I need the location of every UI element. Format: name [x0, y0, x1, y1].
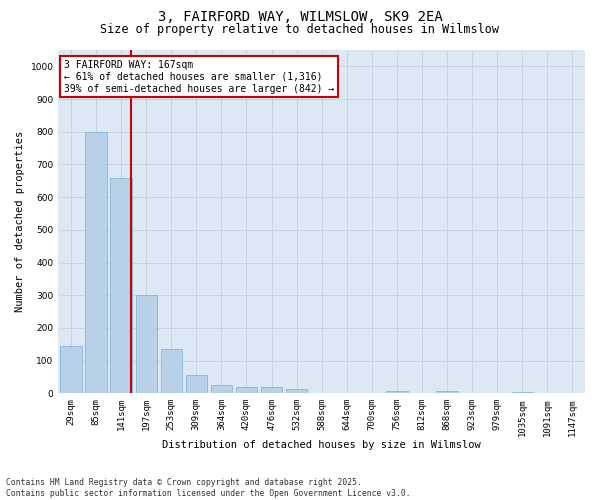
Bar: [185, 376, 207, 394]
Y-axis label: Number of detached properties: Number of detached properties: [15, 131, 25, 312]
Bar: [60, 346, 82, 394]
Bar: [110, 178, 132, 394]
Bar: [136, 295, 157, 394]
Bar: [386, 390, 407, 394]
Bar: [261, 388, 282, 394]
Text: Size of property relative to detached houses in Wilmslow: Size of property relative to detached ho…: [101, 22, 499, 36]
Text: Contains HM Land Registry data © Crown copyright and database right 2025.
Contai: Contains HM Land Registry data © Crown c…: [6, 478, 410, 498]
Bar: [286, 389, 307, 394]
Bar: [311, 392, 332, 394]
Bar: [161, 349, 182, 394]
X-axis label: Distribution of detached houses by size in Wilmslow: Distribution of detached houses by size …: [163, 440, 481, 450]
Bar: [85, 132, 107, 394]
Text: 3 FAIRFORD WAY: 167sqm
← 61% of detached houses are smaller (1,316)
39% of semi-: 3 FAIRFORD WAY: 167sqm ← 61% of detached…: [64, 60, 334, 94]
Bar: [236, 388, 257, 394]
Bar: [211, 384, 232, 394]
Bar: [512, 392, 533, 394]
Text: 3, FAIRFORD WAY, WILMSLOW, SK9 2EA: 3, FAIRFORD WAY, WILMSLOW, SK9 2EA: [158, 10, 442, 24]
Bar: [436, 391, 458, 394]
